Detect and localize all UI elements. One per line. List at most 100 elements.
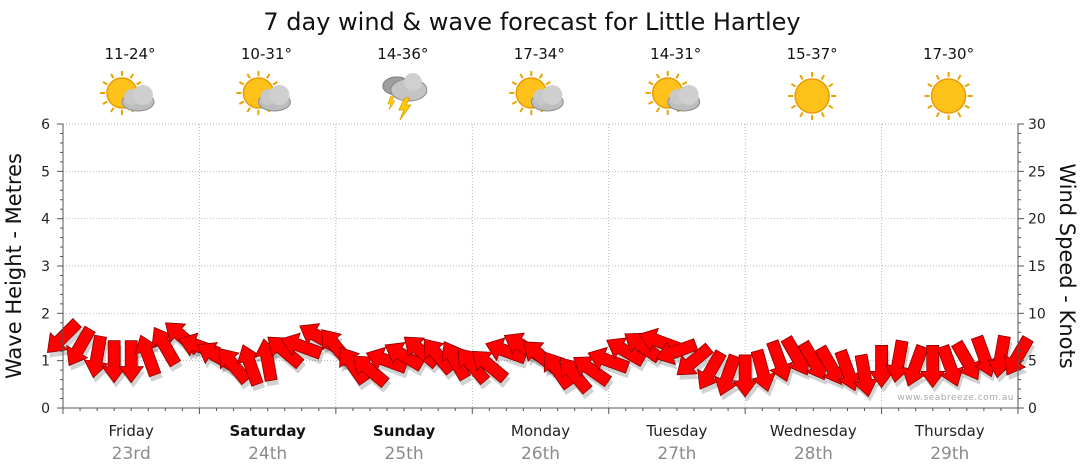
sun-ray xyxy=(964,104,970,109)
sun-ray xyxy=(511,100,518,105)
sun-ray xyxy=(681,81,688,86)
date-label: 24th xyxy=(248,444,287,464)
y-left-tick-label: 1 xyxy=(41,354,50,370)
y-left-tick-label: 2 xyxy=(41,306,50,322)
sun-ray xyxy=(266,73,271,79)
sun-ray xyxy=(511,81,518,86)
wind-arrow xyxy=(560,357,593,395)
date-label: 27th xyxy=(657,444,696,464)
y-right-tick-label: 20 xyxy=(1028,212,1046,228)
partly-cloudy-icon xyxy=(100,71,155,115)
wind-arrow xyxy=(852,353,879,398)
day-label: Saturday xyxy=(229,422,306,440)
y-left-tick-label: 4 xyxy=(41,212,50,228)
weather-row: 11-24° 10-31° 14-36° 17-34° 14-31° 15-37° 17-3… xyxy=(100,45,974,121)
sun-ray xyxy=(129,73,134,79)
sun-ray xyxy=(828,83,834,88)
wind-arrow xyxy=(352,355,390,389)
y-right-tick-label: 10 xyxy=(1028,306,1046,322)
day-label: Monday xyxy=(511,422,570,440)
wind-arrow xyxy=(732,354,758,398)
date-label: 29th xyxy=(930,444,969,464)
wind-arrow xyxy=(868,344,895,389)
y-left-tick-label: 5 xyxy=(41,164,50,180)
temperature-label: 17-34° xyxy=(514,45,565,63)
wind-arrow xyxy=(267,336,305,370)
wind-arrow xyxy=(901,344,929,387)
day-label: Friday xyxy=(108,422,154,440)
wind-arrow xyxy=(936,344,964,387)
temperature-label: 15-37° xyxy=(787,45,838,63)
day-labels: Friday 23rd Saturday 24th Sunday 25th Monday 26… xyxy=(108,422,984,464)
sun-ray xyxy=(538,73,544,79)
sun-ray xyxy=(136,81,142,86)
y-right-tick-label: 25 xyxy=(1028,164,1046,180)
sun-ray xyxy=(238,100,245,105)
sun-ray xyxy=(655,73,661,79)
wind-arrow xyxy=(66,325,96,367)
wind-arrows xyxy=(46,318,1034,398)
day-label: Thursday xyxy=(914,422,985,440)
cloud-puff xyxy=(269,85,290,105)
sunny-icon xyxy=(924,72,973,120)
sun-ray xyxy=(828,104,834,109)
y-right-tick-label: 0 xyxy=(1028,401,1037,417)
plot-area: 0 1 2 3 4 5 6 0 5 10 15 20 25 30 www.seabreeze.com.au xyxy=(41,117,1046,417)
wind-arrow xyxy=(573,356,613,388)
sun-ray xyxy=(675,73,680,79)
wind-arrow xyxy=(441,341,471,382)
axes: 0 1 2 3 4 5 6 0 5 10 15 20 25 30 xyxy=(41,117,1046,417)
sun-ray xyxy=(102,100,108,105)
chart-title: 7 day wind & wave forecast for Little Ha… xyxy=(263,8,800,36)
sun-ray xyxy=(519,73,524,79)
thunderstorm-icon xyxy=(382,73,428,121)
sun-ray xyxy=(238,81,245,86)
sun-ray xyxy=(272,81,278,86)
sun-ray xyxy=(648,100,654,105)
sun-ray xyxy=(935,74,940,81)
sun-ray xyxy=(957,74,962,81)
wind-arrow xyxy=(766,339,794,382)
credit-text: www.seabreeze.com.au xyxy=(897,393,1014,403)
wind-arrow xyxy=(151,326,182,368)
sun-ray xyxy=(927,104,933,109)
sun-ray xyxy=(102,81,108,86)
y-left-tick-label: 0 xyxy=(41,401,50,417)
sun-ray xyxy=(935,111,940,118)
wind-arrow xyxy=(1004,335,1034,376)
wind-arrow xyxy=(951,339,981,381)
date-label: 25th xyxy=(385,444,424,464)
temperature-label: 11-24° xyxy=(104,45,155,63)
y-right-tick-label: 15 xyxy=(1028,259,1046,275)
date-label: 26th xyxy=(521,444,560,464)
lightning-bolt-small xyxy=(387,95,396,111)
sun-ray xyxy=(927,83,933,88)
wind-arrow xyxy=(970,334,998,378)
sun-disc xyxy=(930,78,967,114)
cloud-puff xyxy=(678,85,699,105)
partly-cloudy-icon xyxy=(509,71,564,115)
y-right-tick-label: 5 xyxy=(1028,354,1037,370)
sun-ray xyxy=(799,111,804,118)
cloud-puff xyxy=(403,73,422,91)
sun-ray xyxy=(964,83,970,88)
sun-ray xyxy=(820,111,826,118)
wind-arrow xyxy=(834,348,862,392)
sun-ray xyxy=(545,81,551,86)
sun-ray xyxy=(246,73,251,79)
cloud-puff xyxy=(133,85,153,105)
wind-arrow xyxy=(655,338,699,366)
partly-cloudy-icon xyxy=(645,71,701,115)
wind-arrow xyxy=(280,332,324,360)
lightning-bolt xyxy=(398,97,412,121)
wind-arrow xyxy=(919,344,946,389)
sun-ray xyxy=(246,107,251,113)
sunny-icon xyxy=(788,72,837,120)
sun-ray xyxy=(110,107,115,113)
date-label: 28th xyxy=(794,444,833,464)
wind-arrow xyxy=(814,344,845,386)
temperature-label: 14-36° xyxy=(377,45,428,63)
partly-cloudy-icon xyxy=(236,71,291,115)
wind-arrow xyxy=(457,348,491,386)
